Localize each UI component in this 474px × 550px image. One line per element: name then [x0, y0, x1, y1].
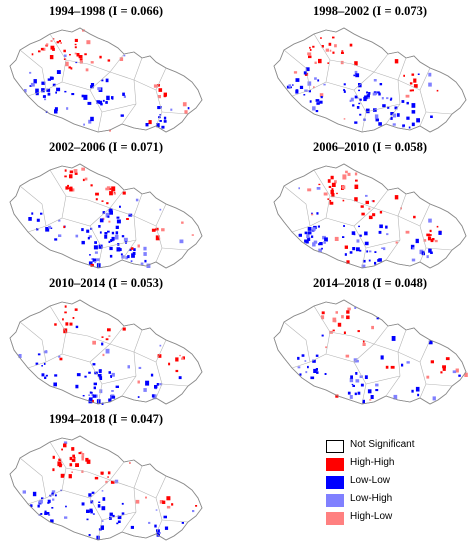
czech-map: [9, 435, 203, 541]
region-borders: [19, 441, 189, 541]
legend-label: Low-High: [350, 493, 393, 504]
map-panel-2014-2018: 2014–2018 (I = 0.048): [270, 276, 470, 408]
map-panel-2010-2014: 2010–2014 (I = 0.053): [6, 276, 206, 408]
legend: Not Significant High-High Low-Low Low-Hi…: [326, 438, 466, 528]
czech-map: [9, 27, 203, 133]
cluster-cells: [24, 29, 190, 132]
region-borders: [19, 169, 189, 269]
map-panel-2006-2010: 2006–2010 (I = 0.058): [270, 140, 470, 272]
legend-label: High-High: [350, 457, 395, 468]
legend-swatch: [326, 494, 344, 507]
panel-title: 2010–2014 (I = 0.053): [48, 276, 164, 290]
czech-map: [9, 299, 203, 405]
czech-map: [273, 299, 468, 405]
panel-title: 1998–2002 (I = 0.073): [312, 4, 428, 18]
legend-swatch: [326, 458, 344, 471]
panel-title: 2014–2018 (I = 0.048): [312, 276, 428, 290]
panel-title: 2002–2006 (I = 0.071): [48, 140, 164, 154]
panel-title: 1994–1998 (I = 0.066): [48, 4, 164, 18]
czech-map: [273, 163, 467, 269]
cluster-cells: [298, 170, 442, 269]
map-panel-2002-2006: 2002–2006 (I = 0.071): [6, 140, 206, 272]
cluster-cells: [286, 36, 439, 129]
legend-swatch: [326, 440, 344, 453]
region-borders: [283, 169, 453, 269]
country-outline: [273, 27, 467, 133]
legend-label: Low-Low: [350, 475, 391, 486]
legend-label: High-Low: [350, 511, 393, 522]
cluster-cells: [297, 306, 468, 404]
region-borders: [19, 305, 189, 405]
czech-map: [9, 163, 203, 269]
map-panel-1994-2018: 1994–2018 (I = 0.047): [6, 412, 206, 544]
panel-title: 2006–2010 (I = 0.058): [312, 140, 428, 154]
legend-swatch: [326, 476, 344, 489]
panel-title: 1994–2018 (I = 0.047): [48, 412, 164, 426]
region-borders: [283, 305, 453, 405]
map-panel-1998-2002: 1998–2002 (I = 0.073): [270, 4, 470, 136]
region-borders: [19, 33, 189, 133]
legend-item: Not Significant: [326, 438, 466, 456]
country-outline: [273, 299, 467, 405]
legend-swatch: [326, 512, 344, 525]
czech-map: [273, 27, 467, 133]
map-panel-1994-1998: 1994–1998 (I = 0.066): [6, 4, 206, 136]
legend-item: High-High: [326, 456, 466, 474]
legend-item: Low-High: [326, 492, 466, 510]
country-outline: [9, 435, 203, 541]
cluster-cells: [22, 441, 198, 540]
legend-item: Low-Low: [326, 474, 466, 492]
region-borders: [283, 33, 453, 133]
legend-label: Not Significant: [350, 439, 415, 450]
legend-item: High-Low: [326, 510, 466, 528]
